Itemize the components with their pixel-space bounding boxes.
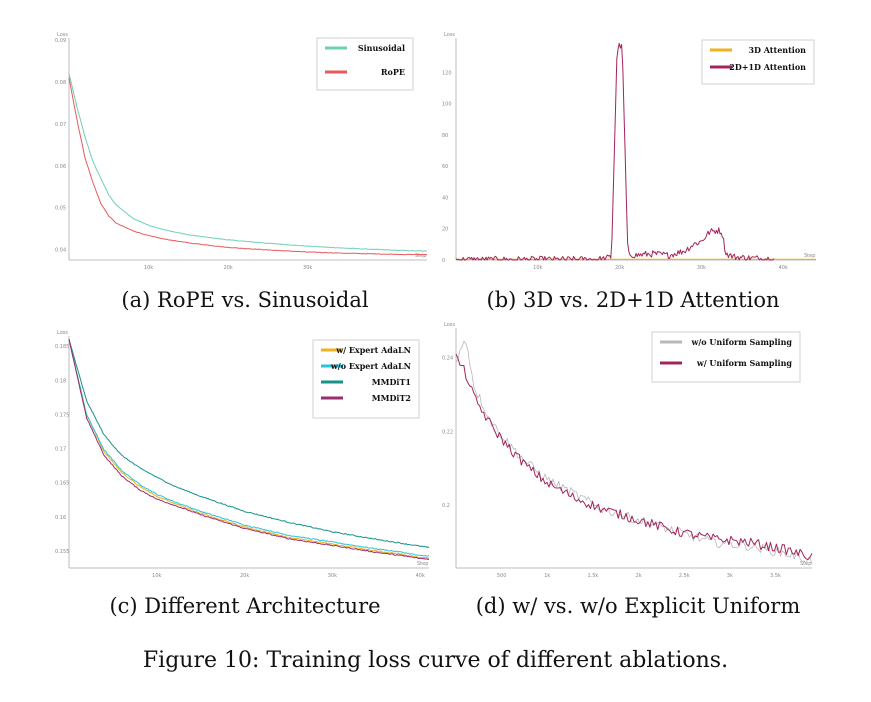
y-tick-label: 0.185: [55, 344, 69, 350]
legend-label: w/ Expert AdaLN: [335, 345, 411, 355]
caption-c: (c) Different Architecture: [109, 594, 381, 618]
series-line-w-o-expert-adaln: [68, 339, 430, 557]
legend-label: 2D+1D Attention: [729, 62, 806, 72]
chart-d: Loss Step 0.2 0.22 0.24 500 1k 1.5k 2k 2.5k 3k 3.5k…: [442, 322, 813, 579]
series-line-w-o-uniform-sampling: [455, 340, 813, 565]
x-tick-label: 1k: [544, 573, 550, 579]
legend: [312, 339, 420, 419]
y-tick-label: 0.165: [55, 481, 69, 487]
y-tick-label: 0.07: [55, 122, 66, 128]
x-tick-label: 3k: [727, 573, 733, 579]
y-axis-label: Loss: [444, 322, 455, 328]
legend-label: RoPE: [381, 67, 405, 77]
legend-label: w/o Uniform Sampling: [690, 337, 792, 347]
x-tick-label: 10k: [152, 573, 161, 579]
legend-label: MMDiT2: [372, 393, 411, 403]
caption-a: (a) RoPE vs. Sinusoidal: [121, 288, 369, 312]
y-tick-label: 120: [442, 70, 452, 76]
chart-c: Loss Step 0.155 0.16 0.165 0.17 0.175 0.18 0.185…: [55, 330, 430, 579]
chart-panel-a: Loss Step 0.04 0.05 0.06 0.07 0.08 0.09 10k 20k 30…: [55, 30, 435, 271]
x-tick-label: 40k: [416, 573, 425, 579]
series-line-2d-1d-attention: [455, 42, 775, 261]
x-tick-label: 20k: [223, 265, 232, 271]
series-line-mmdit1: [68, 338, 430, 549]
caption-d: (d) w/ vs. w/o Explicit Uniform: [475, 594, 801, 618]
x-tick-label: 2k: [636, 573, 642, 579]
y-tick-label: 60: [442, 164, 448, 170]
x-tick-label: 3.5k: [770, 573, 781, 579]
y-tick-label: 0.04: [55, 248, 66, 254]
y-tick-label: 0.05: [55, 206, 66, 212]
x-tick-label: 40k: [779, 265, 788, 271]
legend-label: w/o Expert AdaLN: [330, 361, 411, 371]
series-line-w-uniform-sampling: [455, 353, 813, 561]
y-tick-label: 0.08: [55, 80, 66, 86]
y-tick-label: 0.155: [55, 549, 69, 555]
x-tick-label: 30k: [697, 265, 706, 271]
y-axis-label: Loss: [57, 330, 68, 336]
y-tick-label: 0.22: [442, 429, 453, 435]
y-tick-label: 0.17: [55, 447, 66, 453]
x-tick-label: 500: [497, 573, 507, 579]
y-tick-label: 80: [442, 133, 448, 139]
legend-label: MMDiT1: [372, 377, 411, 387]
y-tick-label: 0.175: [55, 412, 69, 418]
x-tick-label: 2.5k: [679, 573, 690, 579]
chart-panel-c: Loss Step 0.155 0.16 0.165 0.17 0.175 0.18 0.185…: [55, 328, 435, 579]
y-tick-label: 40: [442, 195, 448, 201]
legend: [701, 39, 815, 85]
x-tick-label: 10k: [533, 265, 542, 271]
y-tick-label: 0.16: [55, 515, 66, 521]
x-tick-label: 30k: [303, 265, 312, 271]
x-axis-label: Step: [804, 253, 815, 259]
chart-panel-b: Loss Step 0 20 40 60 80 100 120 10k 20k 30k 40k 3D At…: [440, 30, 830, 275]
x-tick-label: 10k: [144, 265, 153, 271]
legend-label: 3D Attention: [748, 45, 806, 55]
y-tick-label: 0.24: [442, 356, 453, 362]
y-tick-label: 100: [442, 102, 452, 108]
chart-panel-d: Loss Step 0.2 0.22 0.24 500 1k 1.5k 2k 2.5k 3k 3.5k…: [440, 320, 830, 580]
series-line-mmdit2: [68, 338, 430, 560]
y-axis-label: Loss: [444, 32, 455, 38]
y-tick-label: 20: [442, 227, 448, 233]
caption-b: (b) 3D vs. 2D+1D Attention: [486, 288, 780, 312]
legend: [651, 331, 801, 383]
x-axis-label: Step: [800, 561, 811, 567]
y-tick-label: 0.09: [55, 38, 66, 44]
series-line-w-expert-adaln: [68, 339, 430, 559]
legend-label: Sinusoidal: [358, 43, 405, 53]
chart-a: Loss Step 0.04 0.05 0.06 0.07 0.08 0.09 10k 20k 30…: [55, 32, 428, 271]
x-tick-label: 1.5k: [587, 573, 598, 579]
y-tick-label: 0: [442, 258, 445, 264]
y-tick-label: 0.06: [55, 164, 66, 170]
y-axis-label: Loss: [57, 32, 68, 38]
y-tick-label: 0.18: [55, 378, 66, 384]
x-tick-label: 30k: [328, 573, 337, 579]
x-axis-label: Step: [415, 253, 426, 259]
y-tick-label: 0.2: [442, 503, 450, 509]
x-axis-label: Step: [417, 561, 428, 567]
x-tick-label: 20k: [240, 573, 249, 579]
series-line-rope: [68, 77, 428, 256]
series-line-sinusoidal: [68, 73, 428, 252]
figure-caption: Figure 10: Training loss curve of differ…: [142, 648, 729, 673]
x-tick-label: 20k: [615, 265, 624, 271]
chart-b: Loss Step 0 20 40 60 80 100 120 10k 20k 30k 40k 3D At…: [442, 32, 816, 271]
legend-label: w/ Uniform Sampling: [696, 358, 793, 368]
